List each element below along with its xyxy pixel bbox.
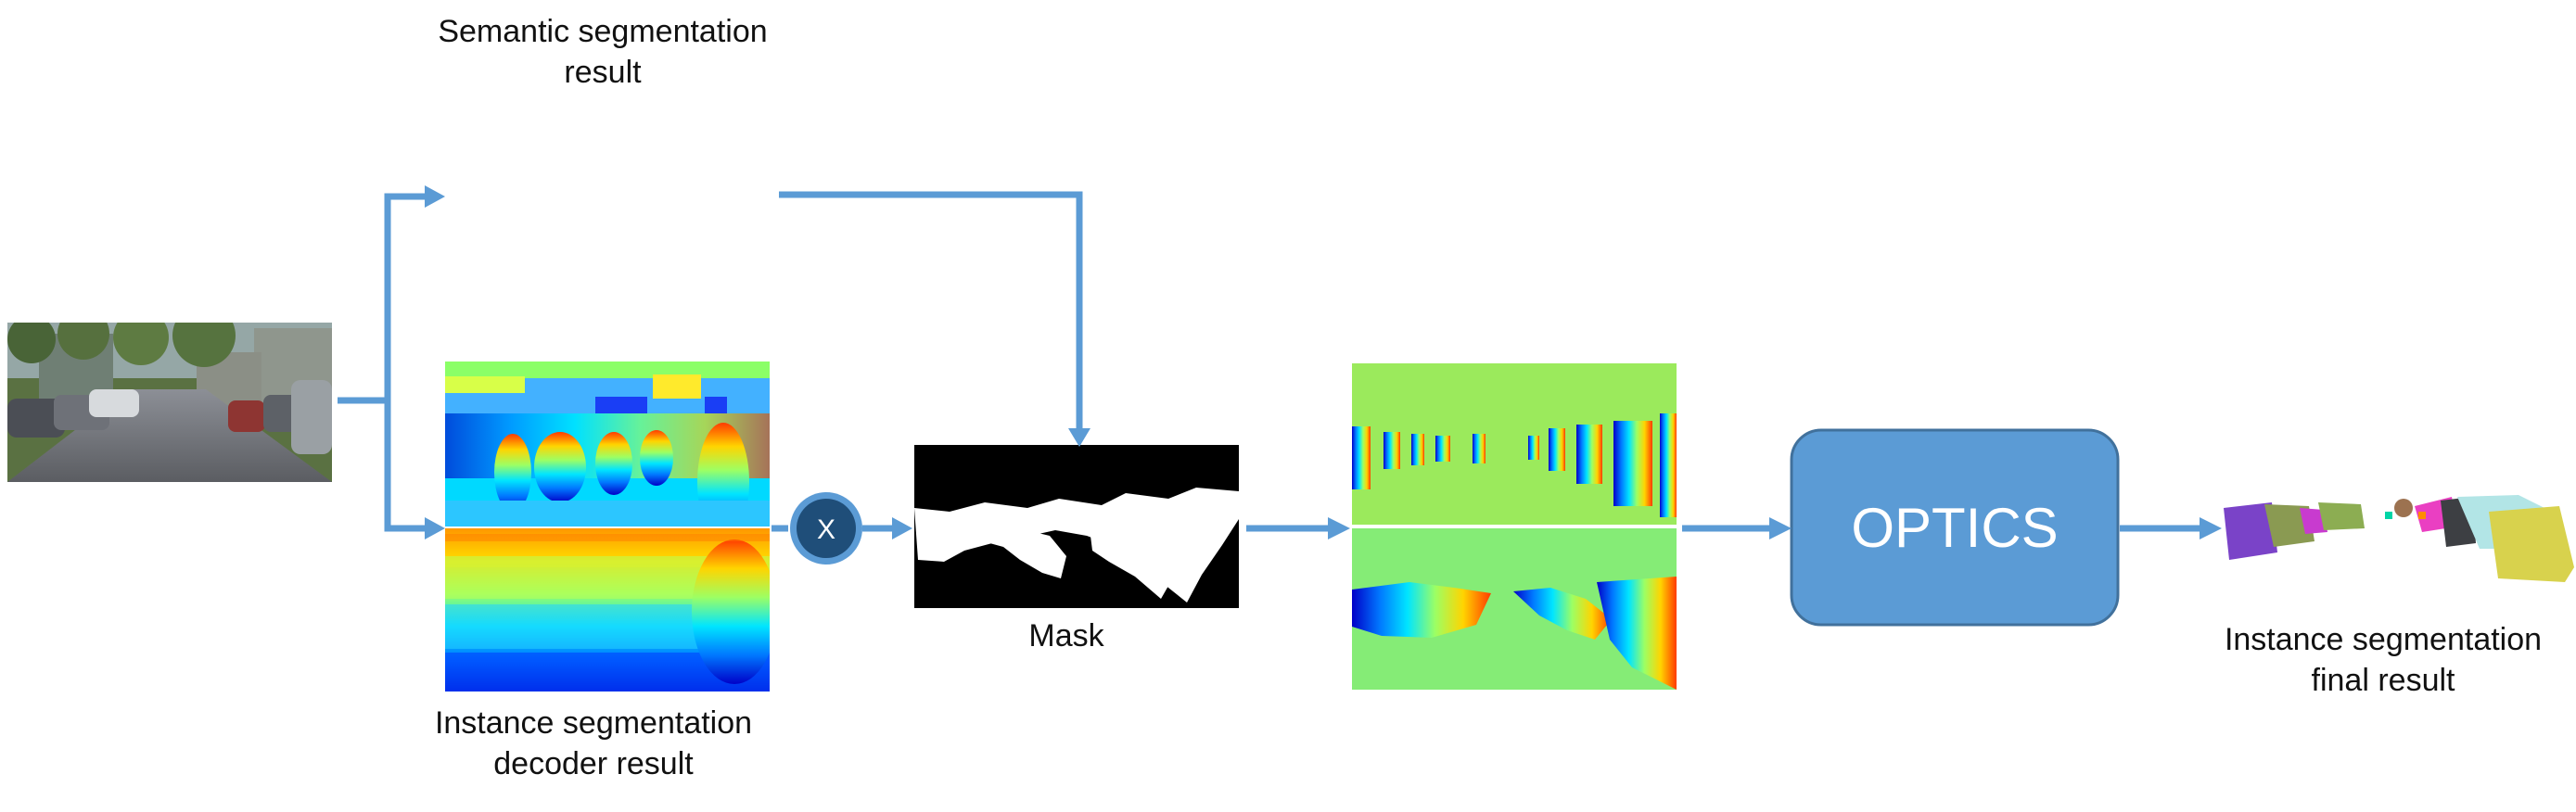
optics-label: OPTICS — [1851, 497, 2058, 559]
optics-to-final-arrow — [2120, 517, 2222, 539]
instance-segmentation-decoder-result-label: Instance segmentation decoder result — [434, 705, 753, 781]
optics-node: OPTICS — [1790, 428, 2120, 627]
decoder-result-bottom-map — [445, 528, 770, 691]
final-instance-result-image — [2224, 495, 2574, 582]
input-street-image — [7, 323, 332, 482]
embedding-bottom-map — [1352, 528, 1677, 690]
multiply-to-mask-arrow — [862, 517, 912, 539]
decoder-result-top-map — [445, 362, 770, 527]
mask-image — [914, 445, 1239, 608]
multiply-symbol: X — [817, 514, 835, 545]
mask-to-embedding-arrow — [1246, 517, 1350, 539]
semantic-segmentation-result-label: Semantic segmentation result — [438, 14, 768, 90]
multiply-operator: X — [790, 492, 862, 565]
semantic-to-mask-arrow — [779, 191, 1090, 447]
input-to-semantic-arrow — [338, 185, 445, 404]
embedding-top-map — [1352, 363, 1677, 525]
mask-label: Mask — [1028, 618, 1104, 653]
input-to-decoder-arrow — [338, 397, 445, 539]
instance-segmentation-final-result-label: Instance segmentation final result — [2224, 622, 2543, 698]
embedding-to-optics-arrow — [1682, 517, 1792, 539]
